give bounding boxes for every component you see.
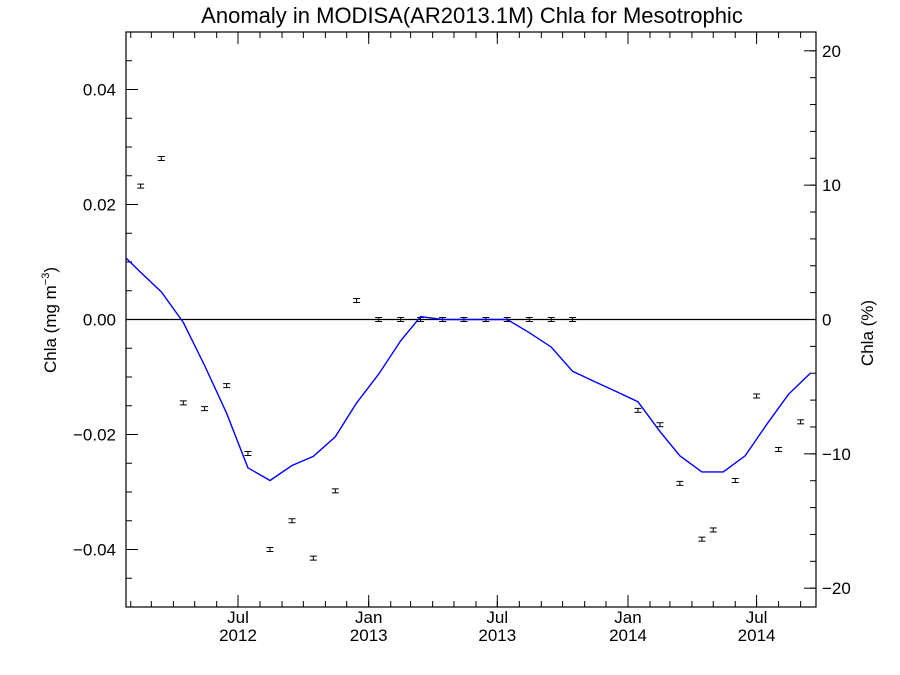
data-point — [309, 555, 317, 561]
x-tick-label: Jul — [746, 608, 768, 627]
data-point — [569, 317, 577, 322]
y-right-tick-label: −20 — [822, 579, 851, 598]
data-point — [709, 527, 717, 533]
data-point — [775, 446, 783, 452]
axis-ticks — [126, 32, 816, 607]
left-axis-label-tail: ) — [41, 267, 60, 273]
data-point — [157, 156, 165, 161]
data-point — [266, 547, 274, 552]
x-tick-label: 2014 — [609, 626, 647, 645]
data-point — [397, 317, 405, 322]
data-point — [731, 478, 739, 483]
y-right-tick-label: 0 — [822, 311, 831, 330]
chart-title: Anomaly in MODISA(AR2013.1M) Chla for Me… — [201, 3, 743, 28]
y-tick-label: −0.04 — [73, 541, 116, 560]
x-tick-label: Jan — [614, 608, 641, 627]
data-point — [223, 383, 231, 389]
data-point — [137, 183, 145, 189]
x-tick-label: 2014 — [738, 626, 776, 645]
data-point — [797, 419, 805, 425]
data-point — [753, 393, 761, 399]
x-tick-label: 2012 — [219, 626, 257, 645]
y-right-tick-label: 10 — [822, 176, 841, 195]
y-tick-label: 0.00 — [83, 311, 116, 330]
x-tick-label: 2013 — [350, 626, 388, 645]
plot-area — [125, 31, 817, 608]
left-axis-label: Chla (mg m−3) — [40, 267, 60, 373]
left-axis-label-main: Chla (mg m — [41, 285, 60, 373]
right-axis-label: Chla (%) — [858, 300, 877, 366]
plot-frame — [125, 31, 817, 608]
y-tick-label: 0.04 — [83, 81, 116, 100]
y-right-tick-label: −10 — [822, 445, 851, 464]
y-tick-label: 0.02 — [83, 196, 116, 215]
trend-line — [125, 257, 812, 482]
data-point — [676, 480, 684, 486]
data-point — [525, 317, 533, 322]
x-tick-label: Jul — [227, 608, 249, 627]
data-point — [179, 400, 187, 406]
data-point — [353, 298, 361, 304]
data-point — [244, 450, 252, 456]
data-point — [547, 317, 555, 322]
data-point — [634, 407, 642, 413]
data-point — [288, 518, 296, 524]
data-point — [201, 406, 209, 412]
y-right-tick-label: 20 — [822, 42, 841, 61]
data-point — [656, 422, 664, 428]
left-axis-label-sup: −3 — [40, 273, 52, 286]
data-point — [698, 536, 706, 542]
series-layer — [125, 156, 816, 561]
x-tick-label: Jul — [486, 608, 508, 627]
x-tick-label: Jan — [355, 608, 382, 627]
y-tick-label: −0.02 — [73, 426, 116, 445]
x-tick-label: 2013 — [478, 626, 516, 645]
data-point — [375, 317, 383, 322]
data-point — [331, 488, 339, 494]
